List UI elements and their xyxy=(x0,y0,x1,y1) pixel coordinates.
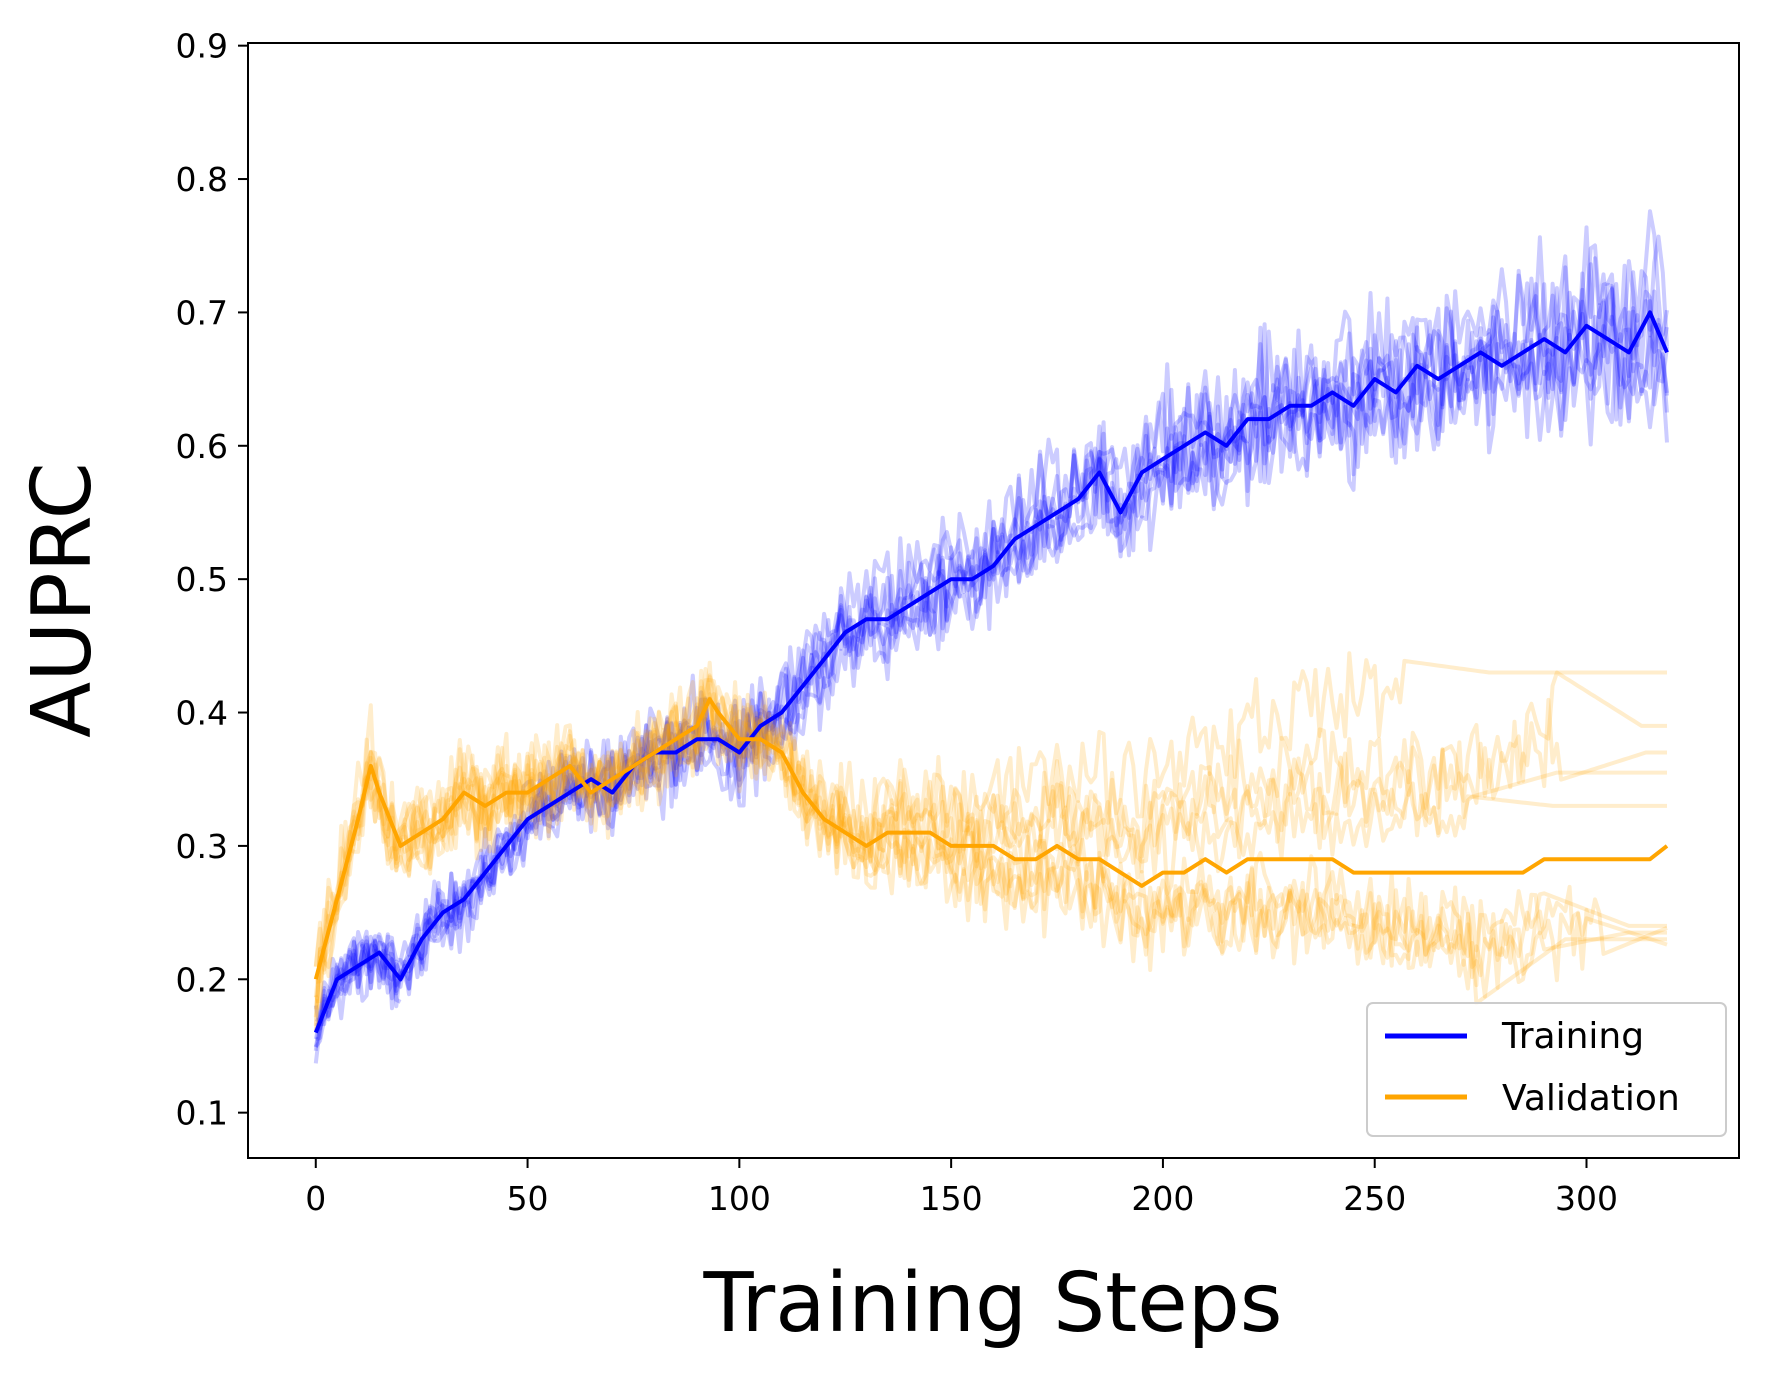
validation-run-line xyxy=(313,651,1667,998)
training-run-line xyxy=(313,262,1669,1033)
y-tick-label: 0.4 xyxy=(176,694,228,733)
training-run-line xyxy=(313,209,1669,1064)
y-tick-label: 0.5 xyxy=(176,560,228,599)
validation-run-line xyxy=(313,667,1667,1018)
x-tick-label: 250 xyxy=(1343,1179,1406,1218)
x-tick-label: 300 xyxy=(1555,1179,1618,1218)
training-run-line xyxy=(313,290,1669,1048)
training-run-line xyxy=(313,234,1669,1040)
validation-run-line xyxy=(315,675,1667,999)
validation-background-runs xyxy=(313,651,1668,1031)
x-tick-label: 50 xyxy=(507,1179,549,1218)
series-lines xyxy=(313,310,1669,1034)
y-tick-label: 0.9 xyxy=(176,27,228,66)
training-run-line xyxy=(315,276,1669,1028)
x-tick-label: 0 xyxy=(305,1179,326,1218)
y-axis-title: AUPRC xyxy=(15,462,110,738)
training-run-line xyxy=(313,880,462,1052)
training-run-line xyxy=(315,271,1669,1042)
training-run-line xyxy=(314,332,1669,1048)
validation-series-line xyxy=(313,697,1669,980)
y-axis: 0.1 0.2 0.3 0.4 0.5 0.6 0.7 0.8 0.9 xyxy=(176,27,248,1133)
training-run-line xyxy=(313,282,1669,1031)
validation-run-line xyxy=(313,673,1667,1011)
legend: Training Validation xyxy=(1366,1002,1727,1137)
training-background-runs xyxy=(313,209,1669,1064)
y-tick-label: 0.2 xyxy=(176,960,228,999)
x-tick-label: 100 xyxy=(708,1179,771,1218)
validation-run-line xyxy=(313,660,1667,1026)
x-axis-title: Training Steps xyxy=(702,1256,1282,1351)
legend-training-label: Training xyxy=(1501,1016,1644,1057)
validation-run-line xyxy=(313,678,1668,1010)
y-tick-label: 0.3 xyxy=(176,827,228,866)
x-axis: 0 50 100 150 200 250 300 xyxy=(305,1158,1618,1218)
y-tick-label: 0.1 xyxy=(176,1094,228,1133)
validation-run-line xyxy=(313,668,1667,1031)
validation-run-line xyxy=(313,697,1668,991)
y-tick-label: 0.7 xyxy=(176,293,228,332)
x-tick-label: 150 xyxy=(920,1179,983,1218)
y-tick-label: 0.6 xyxy=(176,427,228,466)
legend-validation-label: Validation xyxy=(1502,1078,1680,1119)
plot-area-frame xyxy=(247,42,1740,1159)
x-tick-label: 200 xyxy=(1131,1179,1194,1218)
y-tick-label: 0.8 xyxy=(176,160,228,199)
training-series-line xyxy=(313,310,1669,1034)
